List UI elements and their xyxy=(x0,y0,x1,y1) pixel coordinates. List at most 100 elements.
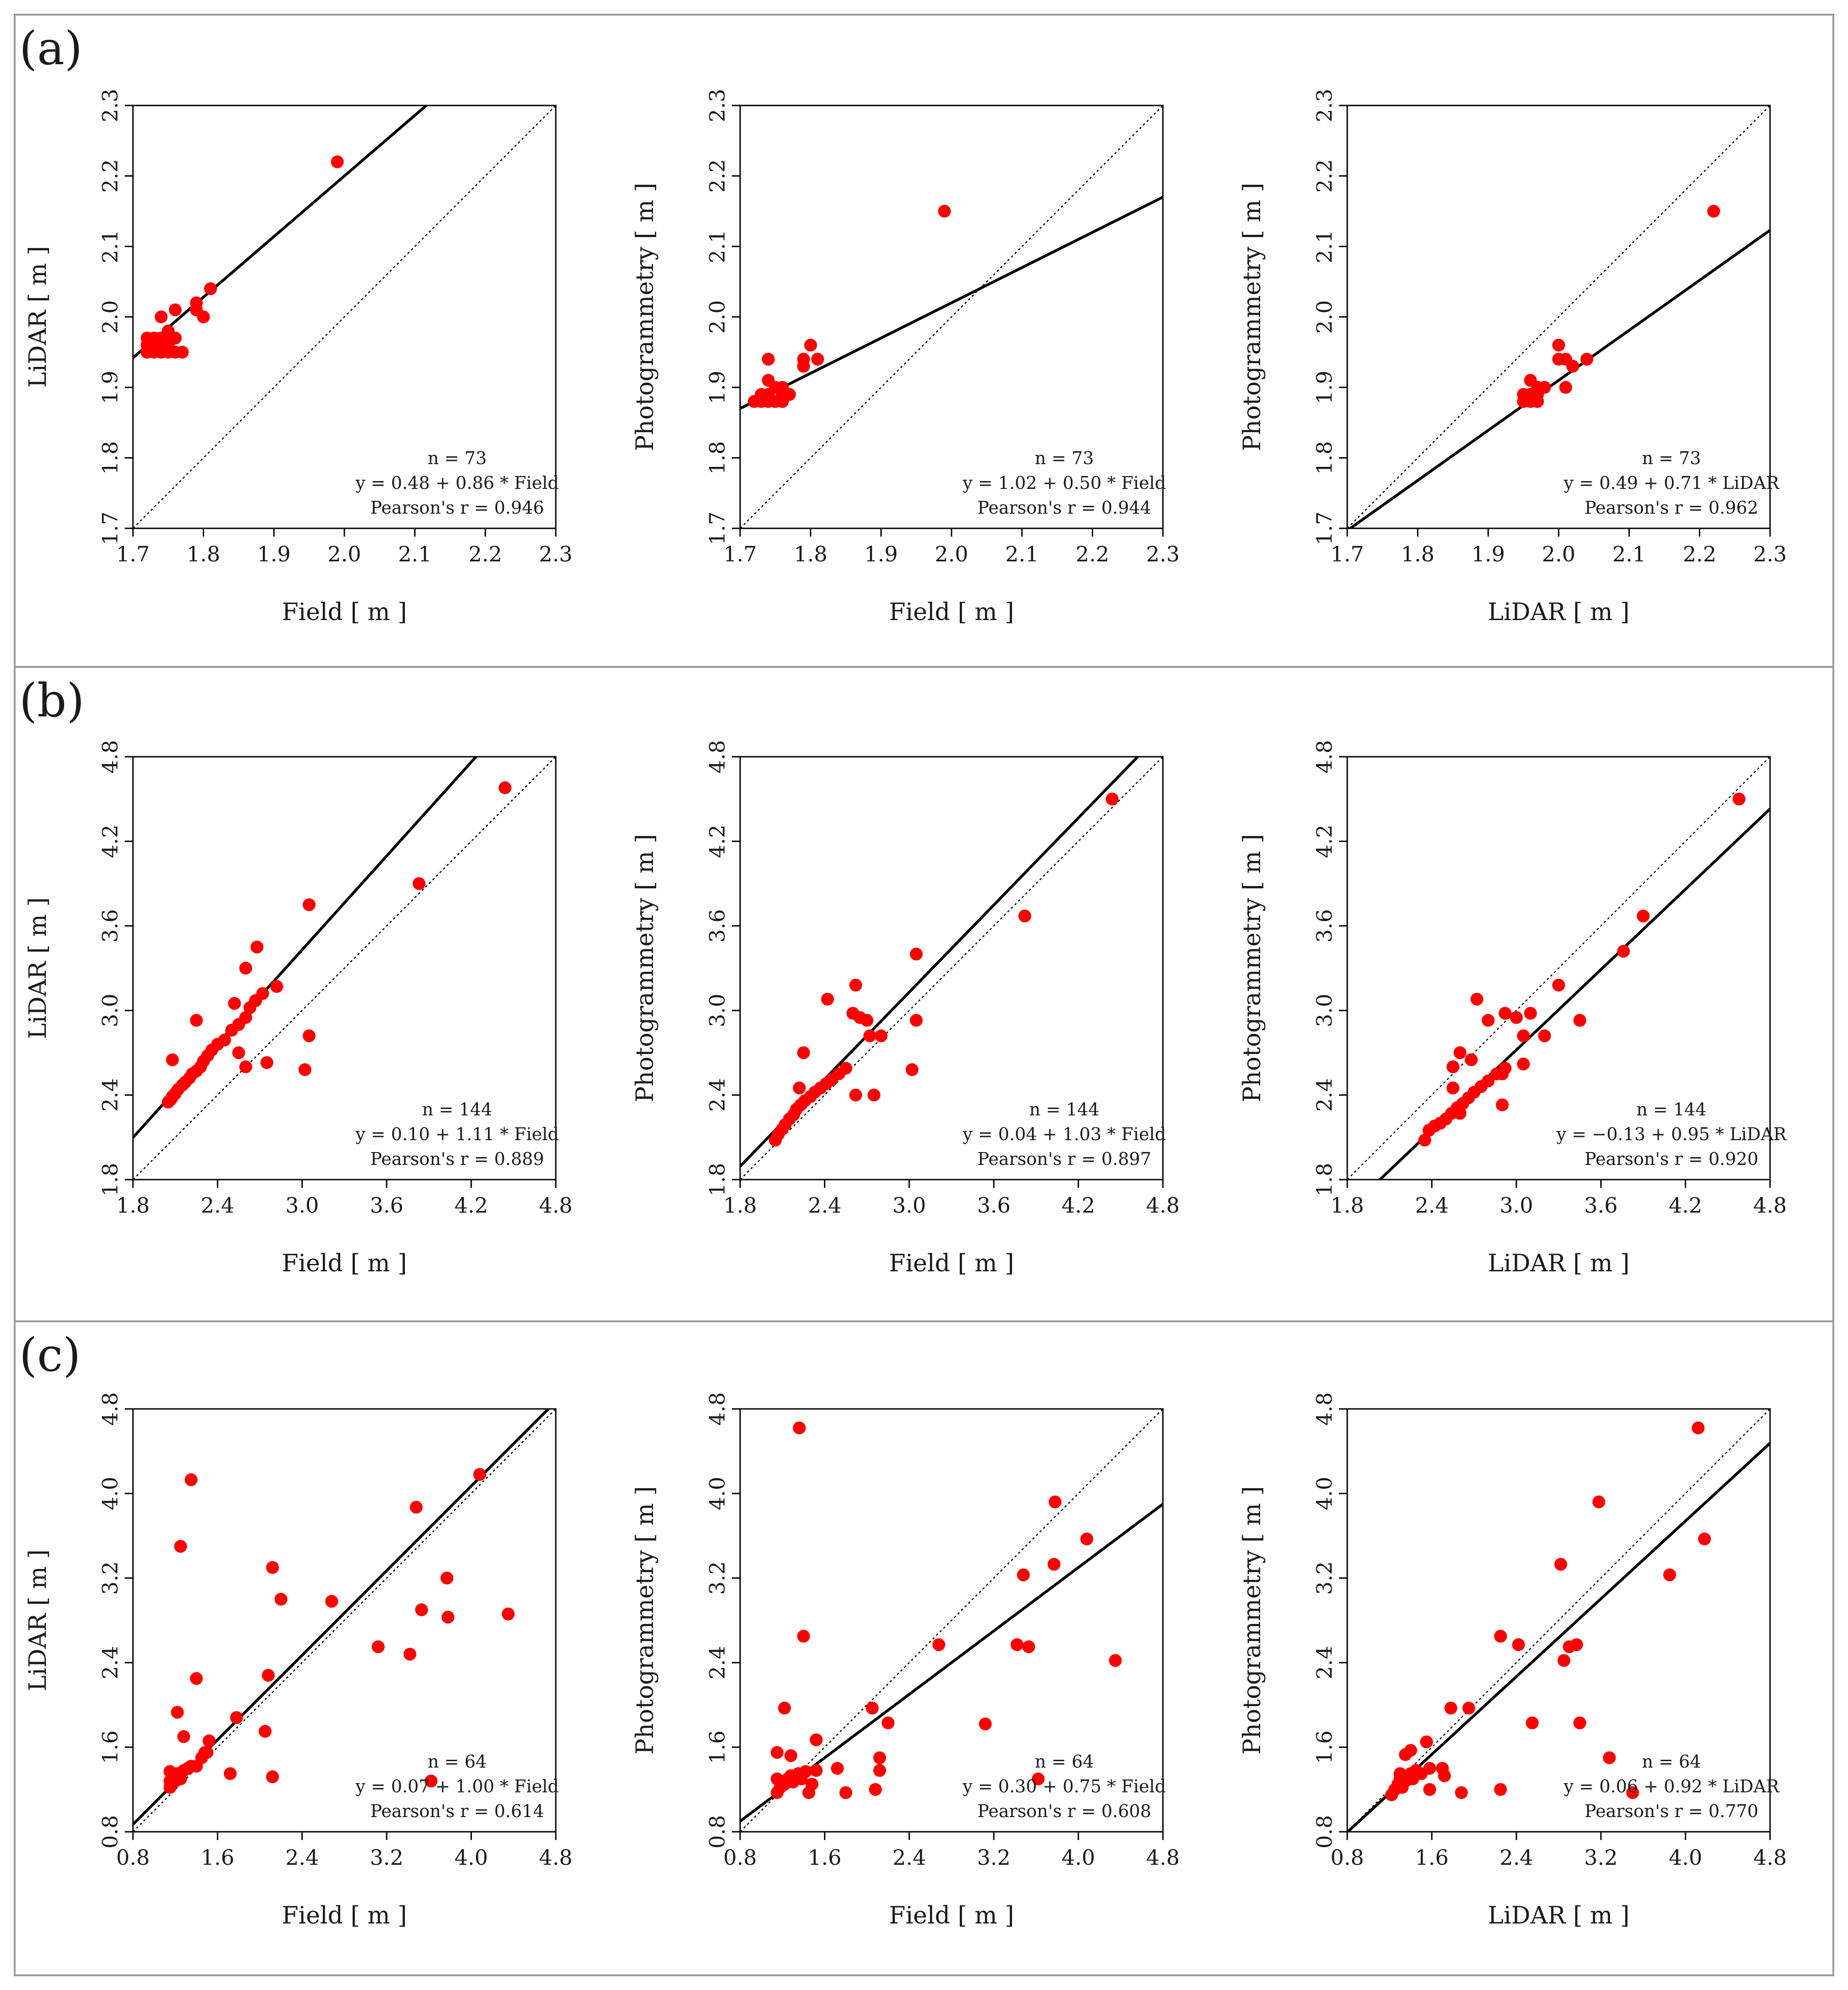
y-tick-label: 2.4 xyxy=(1312,1646,1337,1680)
stat-line: n = 64 xyxy=(1035,1752,1094,1772)
stat-line: y = 0.10 + 1.11 * Field xyxy=(355,1124,559,1144)
y-tick-label: 2.2 xyxy=(705,159,730,193)
panel-b: (b) xyxy=(14,666,1834,1322)
x-tick-label: 4.8 xyxy=(539,1845,572,1870)
data-point xyxy=(1496,1098,1509,1112)
scatter-plot: 1.81.8 2.4 2.4 3.0 3.0 3.6 3.6 4.2 4.2 4.8 4.8 Fiel… xyxy=(631,740,1180,1277)
x-tick-label: 2.1 xyxy=(1612,542,1646,566)
data-point xyxy=(239,962,252,975)
x-axis-title: Field [ m ] xyxy=(889,1902,1014,1929)
stat-line: Pearson's r = 0.770 xyxy=(1585,1801,1759,1821)
data-point xyxy=(873,1751,886,1764)
stat-line: n = 73 xyxy=(1642,448,1701,468)
data-point xyxy=(498,781,512,794)
x-tick-label: 1.6 xyxy=(201,1845,234,1870)
x-tick-label: 1.9 xyxy=(1472,542,1505,566)
data-point xyxy=(425,1774,438,1788)
data-point xyxy=(163,1765,177,1778)
data-point xyxy=(1032,1772,1045,1785)
y-axis-title: Photogrammetry [ m ] xyxy=(1239,834,1266,1102)
data-point xyxy=(793,1081,806,1095)
data-point xyxy=(198,1746,211,1759)
data-point xyxy=(473,1468,487,1481)
y-tick-label: 3.0 xyxy=(1312,994,1337,1027)
data-point xyxy=(1010,1638,1024,1652)
one-to-one-line xyxy=(740,105,1163,528)
y-tick-label: 1.8 xyxy=(1312,441,1337,475)
y-tick-label: 1.8 xyxy=(705,441,730,475)
x-axis-title: Field [ m ] xyxy=(282,1902,407,1929)
scatter-plot: 1.81.8 2.4 2.4 3.0 3.0 3.6 3.6 4.2 4.2 4.8 4.8 LiDA… xyxy=(1239,740,1787,1277)
data-point xyxy=(1420,1735,1433,1749)
y-tick-label: 1.8 xyxy=(705,1163,730,1196)
scatter-plot: 0.80.8 1.6 1.6 2.4 2.4 3.2 3.2 4.0 4.0 4.8 4.8 Fiel… xyxy=(24,1392,573,1929)
data-point xyxy=(866,1702,879,1715)
stat-line: y = 0.07 + 1.00 * Field xyxy=(355,1776,559,1796)
one-to-one-line xyxy=(740,757,1163,1180)
data-point xyxy=(910,948,923,961)
x-tick-label: 2.2 xyxy=(1076,542,1109,566)
panel-c-label: (c) xyxy=(19,1328,81,1382)
y-tick-label: 2.1 xyxy=(98,230,122,263)
data-point xyxy=(1404,1744,1417,1757)
data-point xyxy=(1494,1783,1507,1796)
one-to-one-line xyxy=(1347,757,1770,1180)
data-point xyxy=(1446,1060,1460,1074)
data-point xyxy=(1418,1133,1432,1147)
data-point xyxy=(1444,1702,1457,1715)
x-tick-label: 3.0 xyxy=(892,1193,926,1218)
data-point xyxy=(1592,1495,1605,1508)
x-tick-label: 2.1 xyxy=(398,542,432,566)
x-tick-label: 1.8 xyxy=(1330,1193,1364,1218)
data-point xyxy=(177,1730,190,1743)
y-tick-label: 1.8 xyxy=(98,441,122,475)
y-axis-title: LiDAR [ m ] xyxy=(24,897,52,1039)
y-tick-label: 4.0 xyxy=(705,1477,730,1510)
x-tick-label: 1.7 xyxy=(1330,542,1364,566)
y-tick-label: 1.9 xyxy=(1312,371,1337,404)
plot-frame xyxy=(132,1408,557,1833)
stat-line: Pearson's r = 0.889 xyxy=(371,1149,544,1169)
data-point xyxy=(1663,1568,1676,1581)
data-point xyxy=(415,1603,428,1616)
data-point xyxy=(1707,205,1721,218)
x-tick-label: 3.2 xyxy=(370,1845,404,1870)
data-point xyxy=(839,1786,852,1799)
x-tick-label: 1.8 xyxy=(116,1193,149,1218)
x-tick-label: 3.2 xyxy=(1584,1845,1618,1870)
x-tick-label: 2.4 xyxy=(1415,1193,1449,1218)
y-tick-label: 1.9 xyxy=(98,371,122,404)
data-point xyxy=(1080,1532,1094,1546)
data-point xyxy=(232,1046,245,1059)
data-point xyxy=(979,1717,992,1730)
data-point xyxy=(1017,1568,1030,1581)
x-axis-title: LiDAR [ m ] xyxy=(1488,1902,1629,1929)
stat-line: n = 73 xyxy=(1035,448,1094,468)
x-tick-label: 1.8 xyxy=(723,1193,757,1218)
data-point xyxy=(867,1088,880,1102)
data-point xyxy=(1482,1014,1495,1027)
data-point xyxy=(1499,1007,1512,1020)
data-point xyxy=(184,1473,198,1486)
data-point xyxy=(174,1540,187,1553)
x-tick-label: 0.8 xyxy=(723,1845,757,1870)
stat-line: Pearson's r = 0.614 xyxy=(371,1801,544,1821)
regression-line xyxy=(740,196,1163,410)
data-point xyxy=(839,1062,852,1075)
x-tick-label: 2.3 xyxy=(1146,542,1179,566)
scatter-plot: 1.71.7 1.8 1.8 1.9 1.9 2.0 2.0 2.1 2.1 2.2 2.2 2.3 2… xyxy=(1239,89,1787,626)
stat-line: y = 1.02 + 0.50 * Field xyxy=(962,473,1166,493)
data-point xyxy=(171,1706,184,1719)
x-tick-label: 2.4 xyxy=(808,1193,841,1218)
stat-line: Pearson's r = 0.944 xyxy=(978,498,1151,518)
y-tick-label: 3.2 xyxy=(98,1561,122,1595)
stat-line: Pearson's r = 0.897 xyxy=(978,1149,1151,1169)
data-point xyxy=(1512,1638,1525,1652)
data-point xyxy=(1566,360,1579,373)
data-point xyxy=(797,353,810,366)
scatter-plot: 1.81.8 2.4 2.4 3.0 3.0 3.6 3.6 4.2 4.2 4.8 4.8 Fiel… xyxy=(24,740,573,1277)
y-tick-label: 2.2 xyxy=(98,159,122,193)
plot-frame xyxy=(132,756,557,1181)
data-point xyxy=(1423,1762,1436,1775)
x-tick-label: 2.0 xyxy=(327,542,361,566)
